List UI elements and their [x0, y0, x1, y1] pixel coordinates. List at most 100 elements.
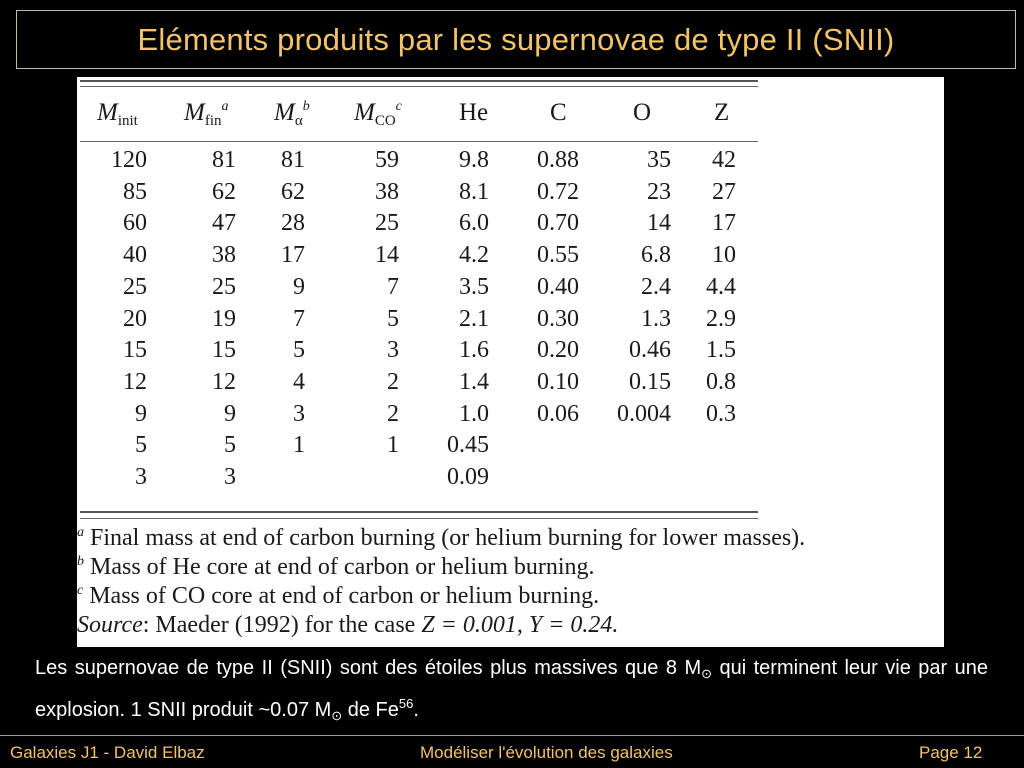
table-cell: 25: [212, 273, 236, 300]
source-parameters: Z = 0.001, Y = 0.24.: [421, 612, 619, 638]
table-cell: 2.4: [641, 273, 671, 300]
table-header-4: He: [459, 99, 489, 126]
table-header-2: Mαb: [274, 99, 310, 129]
table-cell: 17: [712, 210, 736, 237]
table-cell: 19: [212, 305, 236, 332]
table-cell: 25: [123, 273, 147, 300]
table-header-6: O: [633, 99, 652, 126]
table-cell: 35: [647, 147, 671, 173]
footer-course: Modéliser l'évolution des galaxies: [420, 743, 673, 762]
table-cell: 28: [281, 210, 305, 237]
table-cell: 2: [387, 368, 399, 395]
table-header-0: Minit: [97, 99, 138, 129]
body-text-part: Les supernovae de type II (SNII) sont de…: [35, 657, 702, 679]
table-cell: 5: [387, 305, 399, 332]
table-header-7: Z: [714, 99, 730, 126]
table-cell: 38: [375, 178, 399, 205]
table-header-5: C: [550, 99, 567, 126]
table-cell: 0.8: [706, 368, 736, 395]
table-cell: 6.0: [459, 210, 489, 237]
table-cell: 59: [375, 147, 399, 173]
table-cell: 42: [712, 147, 736, 173]
table-cell: 0.3: [706, 400, 736, 427]
table-cell: 3: [293, 400, 305, 427]
table-cell: 3.5: [459, 273, 489, 300]
table-cell: 0.10: [537, 368, 579, 395]
footer-page-number: Page 12: [919, 743, 983, 762]
table-cell: 0.15: [629, 368, 671, 395]
table-cell: 0.004: [617, 400, 671, 427]
table-header-rule: [80, 141, 758, 142]
footnote-a: a Final mass at end of carbon burning (o…: [77, 525, 805, 552]
footnote-a-text: Final mass at end of carbon burning (or …: [90, 525, 806, 551]
table-cell: 1: [293, 432, 305, 459]
body-paragraph: Les supernovae de type II (SNII) sont de…: [35, 653, 988, 731]
table-cell: 3: [224, 464, 236, 490]
table-cell: 17: [281, 242, 305, 269]
table-cell: 1.5: [706, 337, 736, 364]
table-cell: 1.6: [459, 337, 489, 364]
table-cell: 0.20: [537, 337, 579, 364]
title-box: Eléments produits par les supernovae de …: [16, 10, 1016, 69]
table-cell: 9: [293, 273, 305, 300]
table-cell: 0.46: [629, 337, 671, 364]
table-cell: 0.40: [537, 273, 579, 300]
table-cell: 3: [387, 337, 399, 364]
table-cell: 25: [375, 210, 399, 237]
table-cell: 9: [224, 400, 236, 427]
table-cell: 40: [123, 242, 147, 269]
body-text-part: qui terminent leur vie par une explosion…: [35, 657, 989, 721]
table-cell: 0.88: [537, 147, 579, 173]
footnote-b: b Mass of He core at end of carbon or he…: [77, 554, 595, 581]
footnote-c-mark: c: [77, 583, 84, 598]
solar-mass-symbol: ⊙: [701, 666, 713, 681]
table-cell: 12: [123, 368, 147, 395]
table-cell: 2.1: [459, 305, 489, 332]
footnote-b-mark: b: [77, 554, 84, 569]
table-cell: 9.8: [459, 147, 489, 173]
table-cell: 2.9: [706, 305, 736, 332]
table-cell: 0.55: [537, 242, 579, 269]
table-cell: 38: [212, 242, 236, 269]
table-cell: 5: [293, 337, 305, 364]
table-cell: 3: [135, 464, 147, 490]
table-cell: 0.72: [537, 178, 579, 205]
table-cell: 20: [123, 305, 147, 332]
table-cell: 6.8: [641, 242, 671, 269]
table-header-1: Mfina: [184, 99, 229, 129]
table-header-3: MCOc: [354, 99, 402, 129]
slide-title: Eléments produits par les supernovae de …: [137, 21, 895, 57]
table-cell: 7: [293, 305, 305, 332]
table-cell: 60: [123, 210, 147, 237]
table-cell: 9: [135, 400, 147, 427]
table-cell: 14: [375, 242, 399, 269]
table-top-rule: [80, 80, 758, 82]
table-cell: 120: [111, 147, 147, 173]
source-label: Source: [77, 612, 143, 638]
table-cell: 1.3: [641, 305, 671, 332]
table-cell: 62: [212, 178, 236, 205]
footer-author: Galaxies J1 - David Elbaz: [10, 743, 205, 762]
table-cell: 1: [387, 432, 399, 459]
table-cell: 15: [212, 337, 236, 364]
iron-isotope-superscript: 56: [398, 696, 414, 711]
table-cell: 47: [212, 210, 236, 237]
table-top-rule-thin: [80, 86, 758, 87]
footnote-c: c Mass of CO core at end of carbon or he…: [77, 583, 599, 610]
table-cell: 85: [123, 178, 147, 205]
table-cell: 62: [281, 178, 305, 205]
table-cell: 0.45: [447, 432, 489, 459]
table-cell: 1.0: [459, 400, 489, 427]
table-cell: 0.06: [537, 400, 579, 427]
table-cell: 1.4: [459, 368, 489, 395]
table-cell: 4.4: [706, 273, 736, 300]
body-text-part: .: [413, 699, 419, 721]
table-cell: 5: [135, 432, 147, 459]
solar-mass-symbol: ⊙: [331, 708, 343, 723]
table-cell: 23: [647, 178, 671, 205]
footnote-a-mark: a: [77, 525, 84, 540]
footnote-c-text: Mass of CO core at end of carbon or heli…: [89, 583, 600, 609]
table-cell: 4: [293, 368, 305, 395]
table-cell: 27: [712, 178, 736, 205]
body-text-part: de Fe: [342, 699, 399, 721]
